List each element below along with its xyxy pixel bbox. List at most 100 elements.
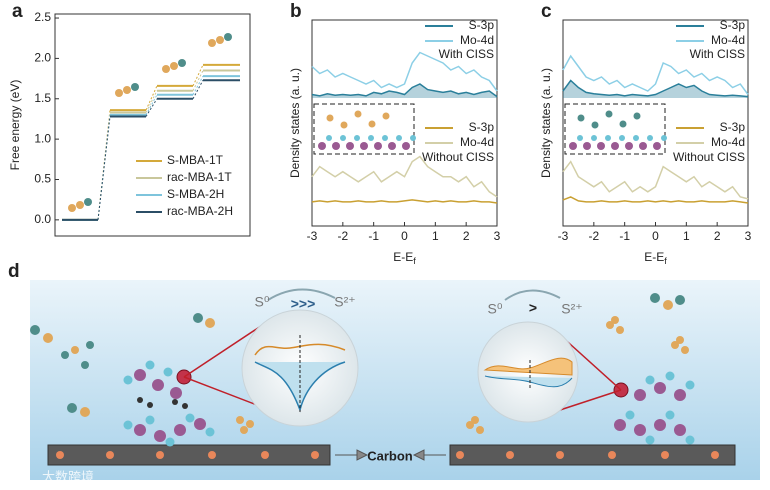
- x-axis-label-main: E-E: [393, 250, 413, 264]
- atom: [340, 121, 348, 129]
- x-axis-label: E-Ef: [393, 250, 416, 266]
- zoom-line: [559, 389, 622, 411]
- atom: [374, 142, 382, 150]
- subplot-annotation: With CISS: [439, 47, 494, 61]
- y-axis-label: Free energy (eV): [8, 80, 22, 171]
- atom: [619, 120, 627, 128]
- connector: [145, 98, 158, 117]
- atom: [605, 135, 611, 141]
- arrow: [335, 449, 369, 461]
- dos-area: [312, 84, 497, 98]
- legend-label: S-3p: [720, 120, 746, 134]
- species: S⁰: [488, 301, 503, 317]
- atom: [410, 135, 416, 141]
- molecule-icon: [224, 33, 232, 41]
- molecule-icon: [76, 201, 84, 209]
- y-tick-label: 0.0: [34, 212, 51, 226]
- atom: [577, 135, 583, 141]
- y-tick-label: 2.5: [34, 10, 51, 24]
- atom: [605, 110, 613, 118]
- x-tick-label: 0: [401, 229, 408, 243]
- connector: [145, 90, 158, 113]
- subplot-annotation: With CISS: [690, 47, 745, 61]
- legend-label: rac-MBA-1T: [167, 170, 232, 184]
- atom: [569, 142, 577, 150]
- connector: [192, 64, 204, 87]
- atom: [354, 110, 362, 118]
- x-tick-label: -1: [619, 229, 630, 243]
- atom: [326, 114, 334, 122]
- x-tick-label: 0: [652, 229, 659, 243]
- atom: [583, 142, 591, 150]
- molecule-icon: [84, 198, 92, 206]
- legend-label: Mo-4d: [460, 135, 494, 149]
- subplot-annotation: Without CISS: [673, 150, 745, 164]
- conversion-arrow: [504, 289, 561, 301]
- legend-label: Mo-4d: [711, 33, 745, 47]
- atom: [597, 142, 605, 150]
- carbon-bar: [449, 444, 736, 466]
- connector: [145, 85, 158, 111]
- legend-label: S-MBA-2H: [167, 187, 224, 201]
- y-tick-label: 1.0: [34, 131, 51, 145]
- y-axis-label: Density states (a. u.): [288, 68, 302, 178]
- axes-frame: [54, 13, 251, 237]
- zoom-line: [559, 334, 622, 391]
- atom: [396, 135, 402, 141]
- dos-line: [562, 160, 749, 200]
- zoom-line: [183, 319, 271, 378]
- dos-line: [311, 83, 498, 98]
- x-tick-label: 2: [463, 229, 470, 243]
- molecule-icon: [115, 89, 123, 97]
- atom: [318, 142, 326, 150]
- dos-area: [563, 80, 748, 98]
- species: S²⁺: [561, 301, 582, 317]
- right-lattice: [613, 371, 695, 445]
- x-tick-label: 2: [714, 229, 721, 243]
- atom: [382, 135, 388, 141]
- x-tick-label: 1: [683, 229, 690, 243]
- atom: [639, 142, 647, 150]
- species: S²⁺: [334, 294, 355, 310]
- atom: [332, 142, 340, 150]
- lens-curve: [254, 343, 346, 356]
- dos-line: [311, 51, 498, 92]
- connector: [192, 75, 204, 95]
- panel-label: d: [8, 261, 20, 282]
- molecule-icon: [162, 65, 170, 73]
- atom: [577, 114, 585, 122]
- molecule-icon: [216, 36, 224, 44]
- dos-line: [311, 155, 498, 198]
- atom: [368, 120, 376, 128]
- x-axis-label-main: E-E: [644, 250, 664, 264]
- molecule-icon: [170, 62, 178, 70]
- legend-label: S-3p: [469, 18, 495, 32]
- atom: [354, 135, 360, 141]
- relation: >>>: [291, 296, 316, 312]
- atom: [633, 135, 639, 141]
- y-tick-label: 0.5: [34, 172, 51, 186]
- panel-label: a: [12, 1, 23, 22]
- legend-label: S-MBA-1T: [167, 153, 224, 167]
- dos-line: [562, 54, 749, 95]
- dos-line: [562, 196, 749, 204]
- legend-label: S-3p: [720, 18, 746, 32]
- legend-label: Mo-4d: [711, 135, 745, 149]
- x-tick-label: 3: [745, 229, 752, 243]
- atom: [382, 112, 390, 120]
- left-lattice: [123, 360, 215, 447]
- atom: [619, 135, 625, 141]
- x-tick-label: -3: [307, 229, 318, 243]
- atom: [591, 121, 599, 129]
- atom: [346, 142, 354, 150]
- arrow: [412, 449, 446, 461]
- y-tick-label: 2.0: [34, 51, 51, 65]
- y-axis-label: Density states (a. u.): [539, 68, 553, 178]
- molecule-icon: [131, 83, 139, 91]
- atom: [326, 135, 332, 141]
- molecules: [30, 293, 689, 434]
- x-tick-label: -3: [558, 229, 569, 243]
- panel-label: c: [541, 1, 552, 22]
- x-axis-label: E-Ef: [644, 250, 667, 266]
- relation: >: [529, 300, 537, 316]
